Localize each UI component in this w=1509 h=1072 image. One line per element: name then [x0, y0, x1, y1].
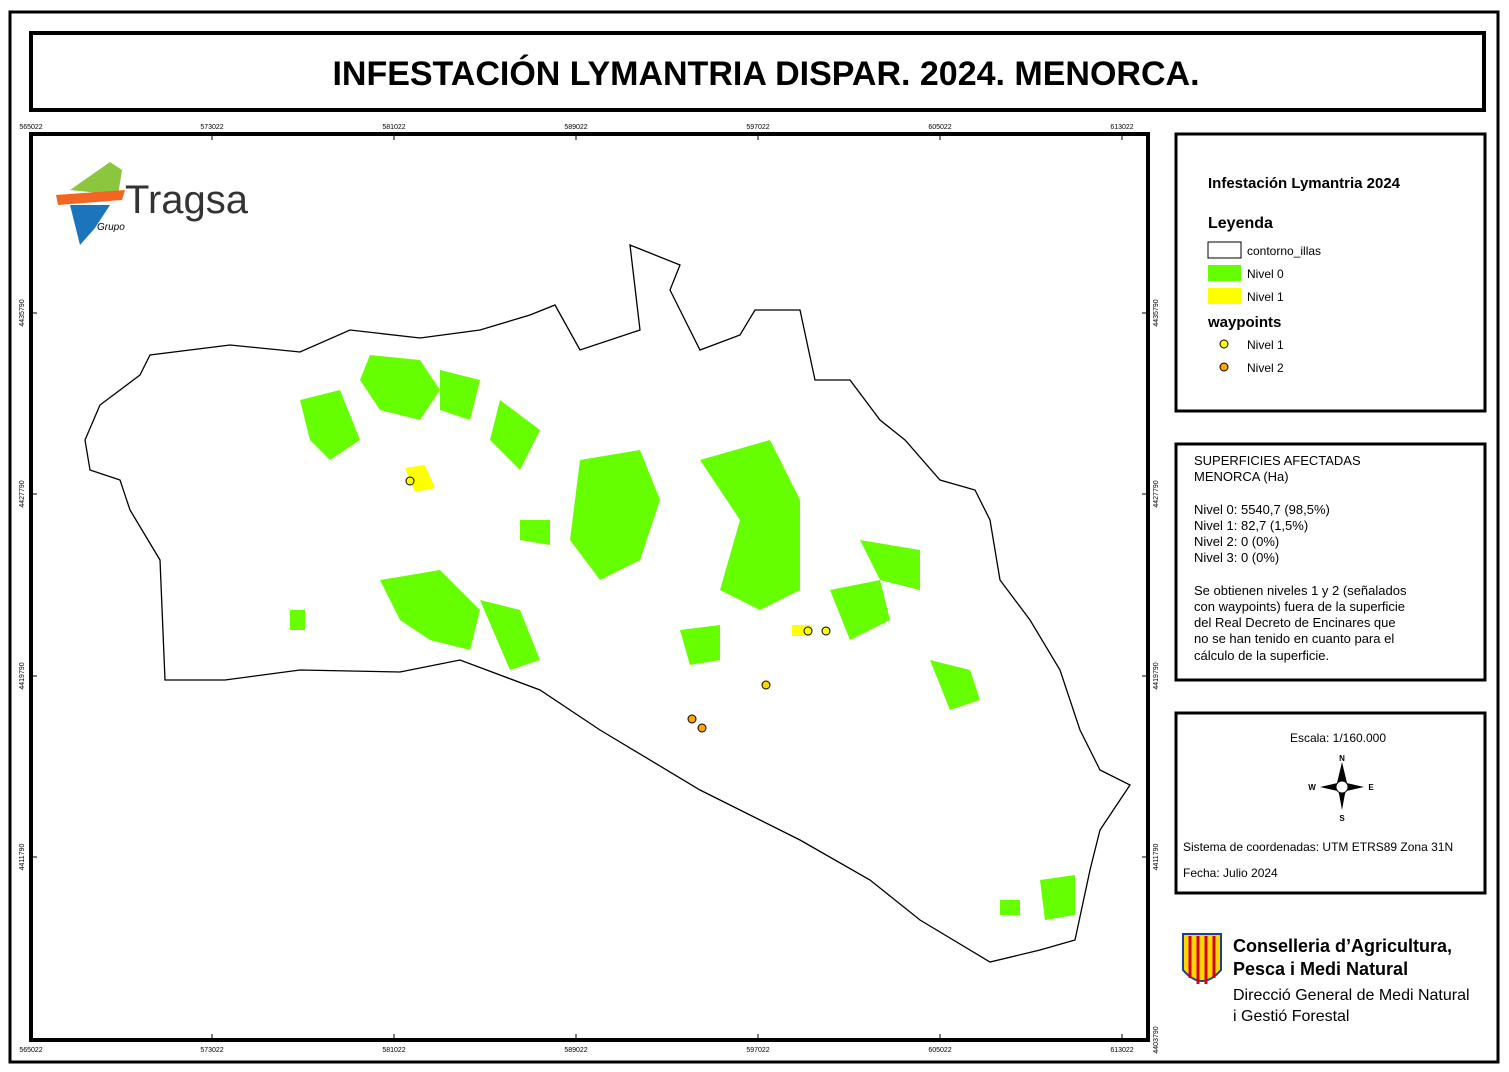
- stats-line: no se han tenido en cuanto para el: [1194, 631, 1394, 646]
- logo-name: Tragsa: [125, 178, 249, 222]
- scale-box: [1174, 711, 1487, 895]
- stats-box: [1174, 442, 1487, 682]
- legend-box: [1174, 132, 1487, 413]
- stats-line: Se obtienen niveles 1 y 2 (señalados: [1194, 583, 1407, 598]
- stats-line: Nivel 1: 82,7 (1,5%): [1194, 518, 1308, 533]
- legend-item: Nivel 2: [1247, 361, 1284, 375]
- stats-line: MENORCA (Ha): [1194, 469, 1289, 484]
- y-coord-label: 4427790: [19, 480, 26, 507]
- legend-swatch: [1207, 241, 1242, 259]
- outer-frame: [8, 10, 1500, 1064]
- x-coord-label: 613022: [1110, 1047, 1133, 1054]
- y-coord-label: 4411790: [1153, 844, 1160, 871]
- legend-item: Nivel 1: [1247, 290, 1284, 304]
- coord-grid: 565022 565022 573022 573022 581022 581022 5890…: [19, 124, 1160, 1054]
- x-coord-label: 581022: [382, 1047, 405, 1054]
- x-coord-label: 597022: [746, 124, 769, 131]
- stats-line: Nivel 2: 0 (0%): [1194, 534, 1279, 549]
- legend-waypoints-heading: waypoints: [1207, 314, 1281, 331]
- compass-e: E: [1368, 783, 1374, 792]
- y-coord-label: 4411790: [19, 844, 26, 871]
- compass: N S E W: [1308, 754, 1374, 823]
- y-coord-label: 4403790: [1153, 1026, 1160, 1053]
- date: Fecha: Julio 2024: [1183, 866, 1278, 880]
- waypoint-nivel-1: [803, 626, 813, 636]
- footer-line: Conselleria d’Agricultura,: [1233, 936, 1452, 956]
- legend-swatch: [1208, 288, 1241, 304]
- footer-line: Pesca i Medi Natural: [1233, 959, 1408, 979]
- tragsa-logo: Tragsa Grupo: [56, 162, 249, 245]
- legend-item: Nivel 1: [1247, 338, 1284, 352]
- stats-line: cálculo de la superficie.: [1194, 648, 1329, 663]
- compass-s: S: [1339, 814, 1345, 823]
- legend-item: Nivel 0: [1247, 267, 1284, 281]
- crs: Sistema de coordenadas: UTM ETRS89 Zona …: [1183, 840, 1453, 854]
- waypoints: [405, 476, 831, 733]
- scale: Escala: 1/160.000: [1290, 731, 1386, 745]
- legend-title: Infestación Lymantria 2024: [1208, 175, 1401, 192]
- x-coord-label: 589022: [564, 1047, 587, 1054]
- compass-w: W: [1308, 783, 1316, 792]
- stats-line: con waypoints) fuera de la superficie: [1194, 599, 1405, 614]
- x-coord-label: 581022: [382, 124, 405, 131]
- x-coord-label: 605022: [928, 1047, 951, 1054]
- legend-swatch: [1208, 265, 1241, 281]
- stats-line: Nivel 0: 5540,7 (98,5%): [1194, 502, 1330, 517]
- x-coord-label: 565022: [19, 1047, 42, 1054]
- x-coord-label: 597022: [746, 1047, 769, 1054]
- logo-group: Grupo: [97, 222, 125, 233]
- compass-n: N: [1339, 754, 1345, 763]
- y-coord-label: 4435790: [1153, 299, 1160, 326]
- legend-heading: Leyenda: [1208, 215, 1273, 232]
- waypoint-nivel-1: [761, 680, 771, 690]
- stats-line: Nivel 3: 0 (0%): [1194, 550, 1279, 565]
- x-coord-label: 605022: [928, 124, 951, 131]
- footer-line: Direcció General de Medi Natural: [1233, 987, 1470, 1004]
- x-coord-label: 565022: [19, 124, 42, 131]
- y-coord-label: 4435790: [19, 299, 26, 326]
- legend-symbol: [1219, 339, 1229, 349]
- waypoint-nivel-2: [687, 714, 697, 724]
- x-coord-label: 573022: [200, 124, 223, 131]
- title: INFESTACIÓN LYMANTRIA DISPAR. 2024. MENO…: [332, 55, 1199, 93]
- nivel-0-areas: [290, 355, 1075, 920]
- y-coord-label: 4427790: [1153, 480, 1160, 507]
- x-coord-label: 589022: [564, 124, 587, 131]
- title-box: [29, 31, 1486, 112]
- footer-line: i Gestió Forestal: [1233, 1008, 1349, 1025]
- waypoint-nivel-1: [821, 626, 831, 636]
- legend-item: contorno_illas: [1247, 244, 1321, 258]
- waypoint-nivel-1: [405, 476, 415, 486]
- waypoint-nivel-2: [697, 723, 707, 733]
- x-coord-label: 573022: [200, 1047, 223, 1054]
- balearic-shield: [1182, 933, 1222, 984]
- x-coord-label: 613022: [1110, 124, 1133, 131]
- legend-symbol: [1219, 362, 1229, 372]
- y-coord-label: 4419790: [1153, 662, 1160, 689]
- stats-line: del Real Decreto de Encinares que: [1194, 615, 1396, 630]
- y-coord-label: 4419790: [19, 662, 26, 689]
- stats-line: SUPERFICIES AFECTADAS: [1194, 453, 1361, 468]
